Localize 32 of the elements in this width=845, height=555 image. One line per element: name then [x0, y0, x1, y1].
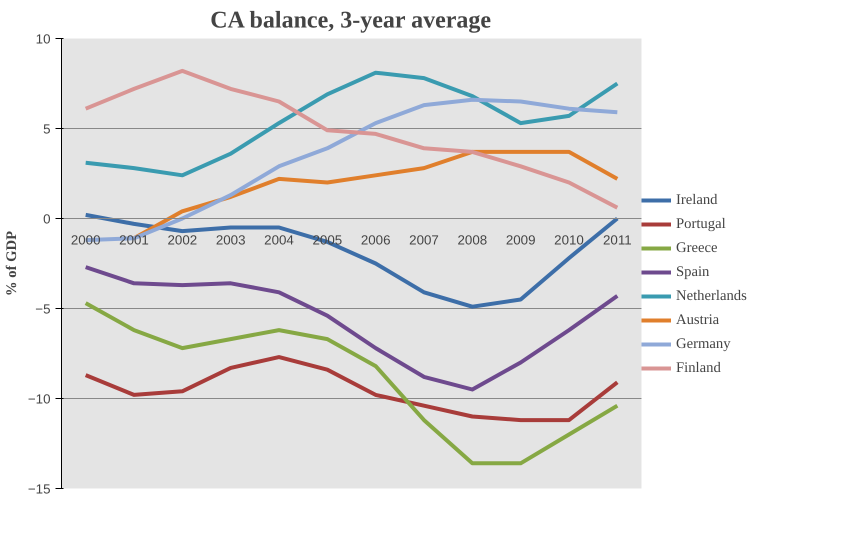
x-tick-label: 2002 [168, 232, 198, 248]
x-tick-label: 2003 [216, 232, 246, 248]
x-tick-label: 2001 [119, 232, 149, 248]
x-tick-label: 2011 [603, 232, 632, 248]
x-tick-label: 2010 [554, 232, 584, 248]
line-series [84, 301, 620, 466]
y-tick-label: −15 [28, 482, 50, 496]
line-series [84, 265, 620, 392]
x-tick-label: 2004 [264, 232, 294, 248]
x-tick-label: 2008 [458, 232, 488, 248]
legend-label: Netherlands [676, 288, 747, 304]
legend-label: Ireland [676, 192, 718, 208]
y-tick-label: −5 [35, 302, 51, 316]
y-tick-label: 5 [43, 122, 51, 136]
line-series [84, 70, 620, 178]
x-tick-label: 2007 [409, 232, 439, 248]
y-tick-label: −10 [28, 392, 50, 406]
y-axis-title: % of GDP [4, 230, 20, 296]
legend-label: Spain [676, 264, 710, 280]
x-tick-label: 2009 [506, 232, 536, 248]
line-series [84, 68, 620, 210]
x-tick-label: 2006 [360, 232, 390, 248]
y-tick-label: 0 [43, 212, 51, 226]
y-tick-label: 10 [36, 32, 51, 46]
legend-label: Greece [676, 240, 718, 256]
x-tick-label: 2000 [70, 232, 100, 248]
legend-label: Austria [676, 312, 720, 328]
legend-label: Portugal [676, 216, 726, 232]
line-series [84, 355, 620, 422]
chart-title: CA balance, 3-year average [210, 8, 492, 34]
legend-label: Germany [676, 336, 731, 352]
legend-label: Finland [676, 360, 721, 376]
